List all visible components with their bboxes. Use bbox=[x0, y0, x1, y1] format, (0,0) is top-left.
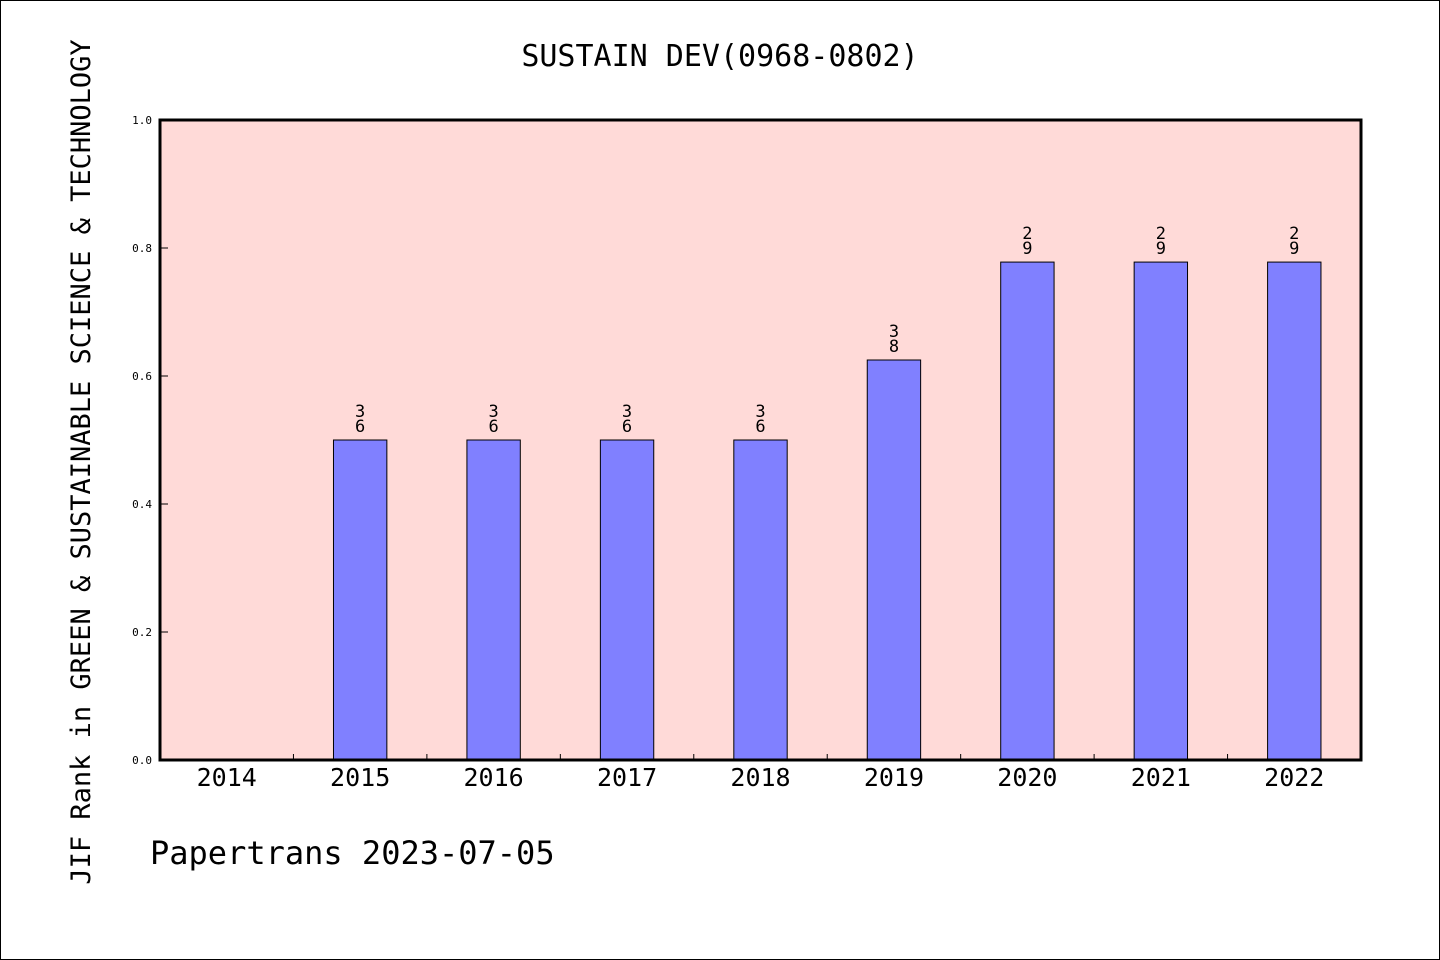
x-tick-label: 2018 bbox=[730, 763, 790, 792]
bar bbox=[599, 439, 655, 761]
x-tick-label: 2022 bbox=[1264, 763, 1324, 792]
x-tick-label: 2015 bbox=[330, 763, 390, 792]
chart-title: SUSTAIN DEV(0968-0802) bbox=[521, 39, 918, 74]
y-tick-label: 0.4 bbox=[132, 498, 152, 511]
bar bbox=[1133, 261, 1189, 761]
plot-border bbox=[158, 118, 1363, 762]
x-tick-label: 2016 bbox=[464, 763, 524, 792]
y-axis-label: JIF Rank in GREEN & SUSTAINABLE SCIENCE … bbox=[66, 39, 97, 884]
bar bbox=[332, 439, 388, 761]
y-tick-label: 0.6 bbox=[132, 370, 152, 383]
y-tick-label: 0.2 bbox=[132, 626, 152, 639]
bars-group bbox=[332, 261, 1322, 761]
bar bbox=[1000, 261, 1055, 761]
x-tick-label: 2020 bbox=[997, 763, 1057, 792]
bar bbox=[866, 359, 922, 761]
x-tick-label: 2017 bbox=[597, 763, 657, 792]
x-tick-label: 2014 bbox=[197, 763, 257, 792]
x-tick-label: 2019 bbox=[864, 763, 924, 792]
y-tick-label: 1.0 bbox=[132, 114, 152, 127]
watermark-text: Papertrans 2023-07-05 bbox=[150, 834, 555, 872]
y-tick-label: 0.8 bbox=[132, 242, 152, 255]
y-axis-ticks: 0.0 0.2 0.4 0.6 0.8 1.0 bbox=[132, 114, 168, 767]
bar-labels-group: 3 6 3 6 3 6 3 6 3 8 2 9 2 9 2 9 bbox=[355, 224, 1299, 437]
x-tick-label: 2021 bbox=[1131, 763, 1191, 792]
y-tick-label: 0.0 bbox=[132, 754, 152, 767]
bar bbox=[1267, 261, 1322, 761]
bar bbox=[733, 439, 788, 761]
bar bbox=[466, 439, 521, 761]
x-axis-ticks: 2014 2015 2016 2017 2018 2019 2020 2021 2022 bbox=[197, 754, 1324, 792]
